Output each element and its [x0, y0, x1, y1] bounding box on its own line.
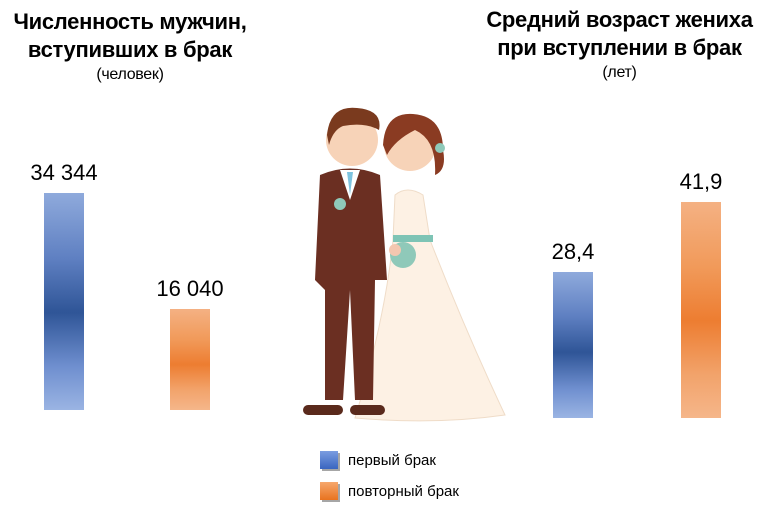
left-title-line1: Численность мужчин,: [13, 9, 247, 34]
right-bar-repeat-marriage: [681, 202, 721, 418]
left-value-label-repeat: 16 040: [156, 275, 224, 301]
left-subtitle: (человек): [96, 66, 164, 83]
left-value-label-first: 34 344: [30, 160, 98, 185]
right-chart-title: Средний возраст жениха при вступлении в …: [462, 6, 777, 84]
right-title-line1: Средний возраст жениха: [486, 7, 753, 32]
right-bar-first-marriage: [553, 271, 593, 418]
left-bar-repeat-marriage: [170, 308, 210, 410]
legend-label: первый брак: [348, 451, 436, 469]
left-chart-title: Численность мужчин, вступивших в брак (ч…: [0, 8, 260, 86]
right-value-label-repeat: 41,9: [679, 169, 723, 194]
right-value-label-first: 28,4: [551, 238, 595, 264]
legend-swatch-blue: [320, 451, 338, 469]
legend-swatch-orange: [320, 482, 338, 500]
right-title-line2: при вступлении в брак: [497, 35, 742, 60]
left-bar-first-marriage: [44, 193, 84, 410]
bride-and-groom-illustration: [303, 107, 506, 422]
right-subtitle: (лет): [602, 64, 637, 81]
legend-item-first-marriage: первый брак: [320, 451, 436, 469]
left-title-line2: вступивших в брак: [27, 37, 233, 62]
legend-item-repeat-marriage: повторный брак: [320, 482, 459, 500]
legend-label: повторный брак: [348, 482, 459, 500]
